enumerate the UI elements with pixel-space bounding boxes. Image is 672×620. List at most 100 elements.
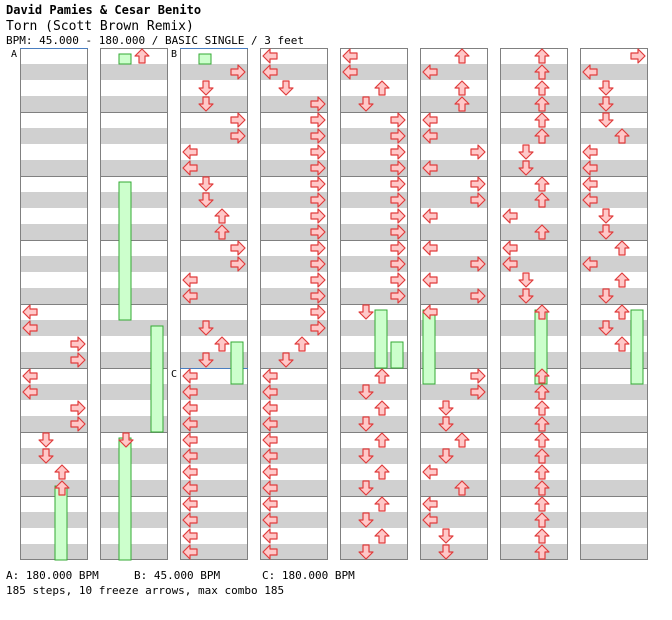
beat-stripe bbox=[341, 288, 407, 304]
arrow-up-icon bbox=[54, 464, 70, 480]
beat-stripe bbox=[501, 320, 567, 336]
arrow-up-icon bbox=[534, 224, 550, 240]
arrow-up-icon bbox=[374, 432, 390, 448]
beat-stripe bbox=[421, 224, 487, 240]
arrow-left-icon bbox=[262, 448, 278, 464]
arrow-down-icon bbox=[358, 512, 374, 528]
beat-stripe bbox=[261, 416, 327, 432]
arrow-up-icon bbox=[534, 304, 550, 320]
beat-stripe bbox=[581, 384, 647, 400]
arrow-left-icon bbox=[182, 160, 198, 176]
beat-stripe bbox=[181, 416, 247, 432]
beat-stripe bbox=[341, 128, 407, 144]
arrow-right-icon bbox=[470, 176, 486, 192]
beat-stripe bbox=[501, 512, 567, 528]
song-title: Torn (Scott Brown Remix) bbox=[6, 19, 194, 34]
beat-stripe bbox=[261, 224, 327, 240]
bpm-marker-a: A bbox=[11, 49, 17, 60]
arrow-right-icon bbox=[310, 256, 326, 272]
beat-stripe bbox=[341, 192, 407, 208]
beat-stripe bbox=[421, 96, 487, 112]
arrow-left-icon bbox=[582, 144, 598, 160]
beat-stripe bbox=[21, 64, 87, 80]
beat-stripe bbox=[181, 384, 247, 400]
arrow-right-icon bbox=[630, 48, 646, 64]
arrow-left-icon bbox=[422, 272, 438, 288]
arrow-right-icon bbox=[70, 400, 86, 416]
arrow-right-icon bbox=[230, 256, 246, 272]
freeze-arrow bbox=[118, 437, 132, 561]
beat-stripe bbox=[101, 512, 167, 528]
arrow-up-icon bbox=[614, 272, 630, 288]
beat-stripe bbox=[421, 416, 487, 432]
arrow-right-icon bbox=[310, 160, 326, 176]
arrow-right-icon bbox=[310, 240, 326, 256]
bpm-legend-a: A: 180.000 BPM bbox=[6, 569, 99, 582]
column-border bbox=[500, 48, 568, 560]
beat-stripe bbox=[581, 160, 647, 176]
freeze-tail bbox=[150, 325, 164, 433]
beat-stripe bbox=[421, 192, 487, 208]
beat-stripe bbox=[341, 480, 407, 496]
arrow-left-icon bbox=[182, 528, 198, 544]
arrow-down-icon bbox=[358, 416, 374, 432]
beat-stripe bbox=[21, 96, 87, 112]
beat-stripe bbox=[501, 352, 567, 368]
arrow-left-icon bbox=[262, 528, 278, 544]
beat-stripe bbox=[261, 320, 327, 336]
beat-stripe bbox=[261, 128, 327, 144]
arrow-left-icon bbox=[262, 368, 278, 384]
arrow-right-icon bbox=[470, 192, 486, 208]
beat-stripe bbox=[341, 448, 407, 464]
beat-stripe bbox=[21, 224, 87, 240]
beat-stripe bbox=[341, 320, 407, 336]
beat-stripe bbox=[421, 128, 487, 144]
arrow-up-icon bbox=[374, 80, 390, 96]
beat-stripe bbox=[421, 64, 487, 80]
beat-stripe bbox=[501, 288, 567, 304]
arrow-right-icon bbox=[310, 128, 326, 144]
beat-stripe bbox=[101, 224, 167, 240]
arrow-down-icon bbox=[598, 288, 614, 304]
arrow-left-icon bbox=[582, 160, 598, 176]
beat-stripe bbox=[261, 192, 327, 208]
arrow-up-icon bbox=[534, 384, 550, 400]
freeze-arrow bbox=[630, 309, 644, 385]
beat-stripe bbox=[21, 544, 87, 560]
beat-stripe bbox=[581, 512, 647, 528]
beat-stripe bbox=[421, 448, 487, 464]
arrow-left-icon bbox=[262, 496, 278, 512]
bpm-marker-c: C bbox=[171, 369, 177, 380]
arrow-up-icon bbox=[534, 480, 550, 496]
arrow-up-icon bbox=[534, 48, 550, 64]
arrow-left-icon bbox=[582, 64, 598, 80]
arrow-left-icon bbox=[422, 160, 438, 176]
freeze-arrow bbox=[118, 181, 132, 321]
beat-stripe bbox=[581, 192, 647, 208]
arrow-right-icon bbox=[470, 288, 486, 304]
beat-stripe bbox=[421, 352, 487, 368]
arrow-left-icon bbox=[262, 432, 278, 448]
arrow-up-icon bbox=[374, 528, 390, 544]
arrow-right-icon bbox=[390, 208, 406, 224]
arrow-left-icon bbox=[582, 176, 598, 192]
arrow-up-icon bbox=[454, 80, 470, 96]
beat-stripe bbox=[101, 128, 167, 144]
arrow-right-icon bbox=[390, 176, 406, 192]
beat-stripe bbox=[421, 544, 487, 560]
arrow-down-icon bbox=[358, 448, 374, 464]
beat-stripe bbox=[341, 416, 407, 432]
arrow-right-icon bbox=[390, 144, 406, 160]
freeze-arrow bbox=[422, 309, 436, 385]
beat-stripe bbox=[501, 192, 567, 208]
arrow-left-icon bbox=[422, 208, 438, 224]
arrow-right-icon bbox=[310, 304, 326, 320]
chart-stats: 185 steps, 10 freeze arrows, max combo 1… bbox=[6, 584, 285, 597]
arrow-up-icon bbox=[534, 112, 550, 128]
beat-stripe bbox=[261, 256, 327, 272]
beat-stripe bbox=[341, 96, 407, 112]
arrow-right-icon bbox=[230, 64, 246, 80]
arrow-down-icon bbox=[358, 544, 374, 560]
beat-stripe bbox=[181, 192, 247, 208]
arrow-down-icon bbox=[118, 432, 134, 448]
